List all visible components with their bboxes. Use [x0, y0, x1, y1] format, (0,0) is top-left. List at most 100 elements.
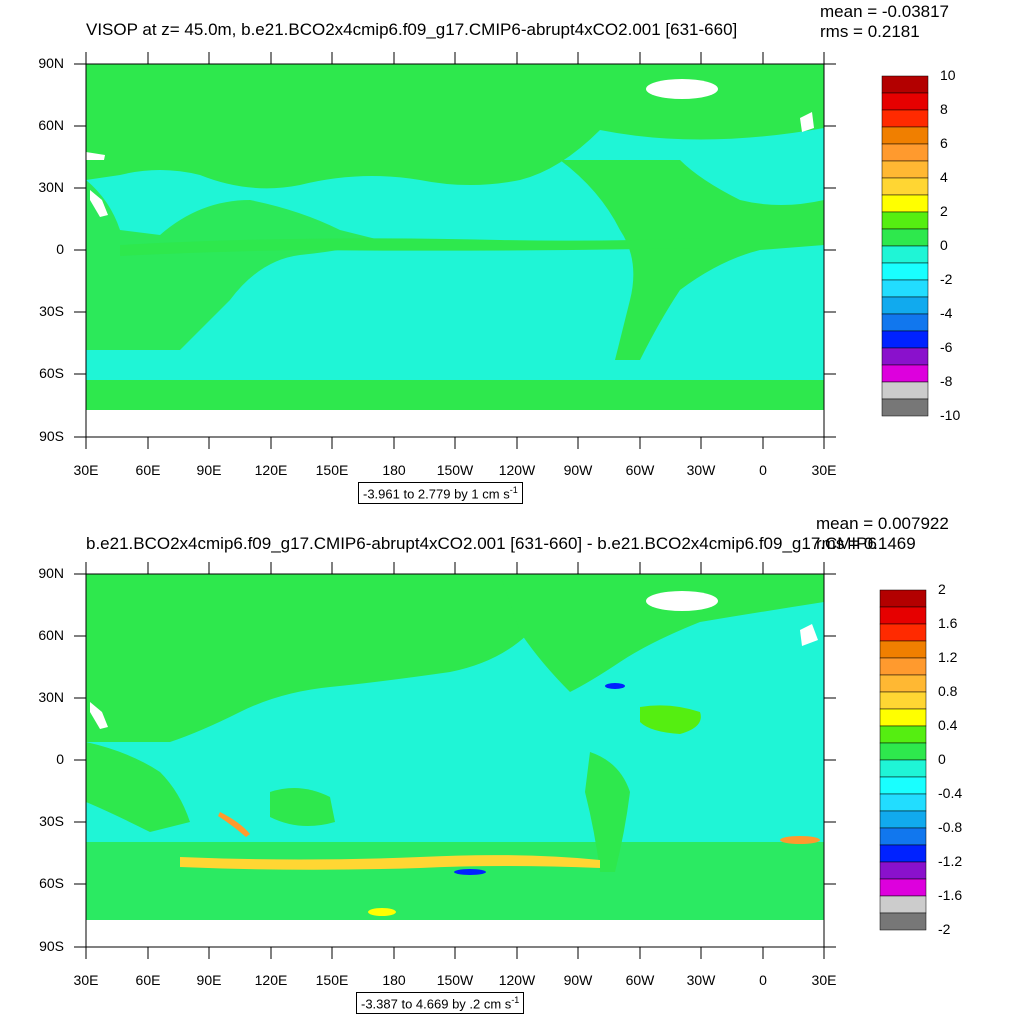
colorbar-swatch: [879, 861, 927, 880]
lon-label: 120W: [498, 972, 536, 988]
lon-label: 180: [382, 462, 406, 478]
colorbar-label: 10: [940, 67, 956, 83]
colorbar-swatch: [879, 657, 927, 676]
colorbar-label: -1.2: [938, 853, 963, 869]
lat-label: 30S: [39, 303, 64, 319]
colorbar-swatch: [879, 606, 927, 625]
colorbar-swatch: [881, 296, 929, 315]
lon-label: 30W: [686, 462, 716, 478]
mask-caspian: [90, 702, 108, 729]
colorbar-label: 0: [940, 237, 948, 253]
colorbar-swatch: [881, 245, 929, 264]
lat-label: 0: [56, 751, 64, 767]
colorbar-label: -0.4: [938, 785, 963, 801]
range-label: -3.961 to 2.779 by 1 cm s-1: [358, 482, 523, 505]
lat-ticks: [74, 63, 836, 438]
lon-label: 180: [382, 972, 406, 988]
lon-label: 30E: [811, 462, 837, 478]
field-neg-blob: [454, 869, 486, 875]
lon-label: 150E: [315, 462, 349, 478]
colorbar-swatch: [881, 160, 929, 179]
lat-label: 0: [56, 241, 64, 257]
map-plot-top: [74, 52, 929, 449]
lon-label: 90E: [196, 462, 222, 478]
lat-label: 90N: [38, 565, 64, 581]
colorbar-swatch: [879, 640, 927, 659]
colorbar-swatch: [881, 398, 929, 417]
range-label: -3.387 to 4.669 by .2 cm s-1: [356, 992, 525, 1015]
lon-label: 30E: [811, 972, 837, 988]
lat-label: 90N: [38, 55, 64, 71]
field-zero-northamerica: [500, 574, 824, 692]
lon-label: 90W: [563, 972, 593, 988]
colorbar-swatch: [881, 364, 929, 383]
colorbar-swatch: [879, 895, 927, 914]
lat-label: 30N: [38, 179, 64, 195]
colorbar-swatch: [879, 878, 927, 897]
map-panel-bottom: b.e21.BCO2x4cmip6.f09_g17.CMIP6-abrupt4x…: [0, 512, 1024, 1024]
lat-label: 60N: [38, 627, 64, 643]
colorbar-swatch: [881, 126, 929, 145]
mean-label: mean = -0.03817: [820, 2, 950, 21]
field-zero-atlantic: [640, 705, 701, 734]
lon-label: 90W: [563, 462, 593, 478]
colorbar-swatch: [879, 742, 927, 761]
lon-label: 120W: [498, 462, 536, 478]
colorbar-swatch: [881, 228, 929, 247]
colorbar-swatch: [881, 347, 929, 366]
colorbar-label: -6: [940, 339, 953, 355]
rms-label: rms = 0.1469: [816, 534, 916, 553]
colorbar-swatch: [879, 623, 927, 642]
mask-nw: [86, 152, 105, 160]
colorbar-swatch: [881, 330, 929, 349]
colorbar-label: 8: [940, 101, 948, 117]
lat-label: 30N: [38, 689, 64, 705]
lon-label: 120E: [254, 462, 288, 478]
field-zero-south: [86, 842, 824, 920]
lat-label: 60S: [39, 875, 64, 891]
lon-label: 90E: [196, 972, 222, 988]
lon-ticks: [85, 52, 825, 449]
field-neg-blob: [605, 683, 625, 689]
colorbar-label: 0.8: [938, 683, 958, 699]
field-zero-eurasia: [86, 574, 530, 742]
lat-ticks: [74, 573, 836, 948]
colorbar-swatch: [879, 810, 927, 829]
colorbar-label: 1.6: [938, 615, 958, 631]
lon-label: 30E: [73, 972, 99, 988]
colorbar-swatch: [881, 92, 929, 111]
colorbar-swatch: [879, 759, 927, 778]
mask-caspian: [90, 190, 108, 217]
field-zero-africa: [86, 742, 190, 832]
lon-label: 150E: [315, 972, 349, 988]
field-zero-africa: [86, 180, 380, 350]
colorbar-label: 4: [940, 169, 948, 185]
field-zero-americas: [560, 160, 824, 360]
colorbar-label: -1.6: [938, 887, 963, 903]
field-pos-band-2: [218, 812, 250, 837]
colorbar-label: 6: [940, 135, 948, 151]
rms-label: rms = 0.2181: [820, 22, 920, 41]
panel-title: b.e21.BCO2x4cmip6.f09_g17.CMIP6-abrupt4x…: [86, 534, 877, 553]
colorbar-swatch: [881, 211, 929, 230]
map-panel-top: VISOP at z= 45.0m, b.e21.BCO2x4cmip6.f09…: [38, 2, 961, 505]
colorbar-swatch: [881, 262, 929, 281]
field-zero-australia: [270, 788, 335, 826]
colorbar-swatch: [881, 109, 929, 128]
colorbar-swatch: [879, 725, 927, 744]
lon-label: 150W: [436, 972, 474, 988]
panel-title: VISOP at z= 45.0m, b.e21.BCO2x4cmip6.f09…: [86, 20, 738, 39]
lat-label: 90S: [39, 938, 64, 954]
mask-ne: [800, 624, 818, 646]
colorbar-swatch: [879, 827, 927, 846]
lon-label: 60E: [135, 972, 161, 988]
colorbar-swatch: [879, 691, 927, 710]
field-pos-blob: [368, 908, 396, 916]
colorbar-label: -10: [940, 407, 961, 423]
colorbar-label: 2: [938, 581, 946, 597]
map-plot-bottom: [74, 562, 927, 959]
field-pos-band: [180, 855, 600, 870]
lon-label: 30E: [73, 462, 99, 478]
colorbar-swatch: [881, 279, 929, 298]
colorbar-label: -4: [940, 305, 953, 321]
